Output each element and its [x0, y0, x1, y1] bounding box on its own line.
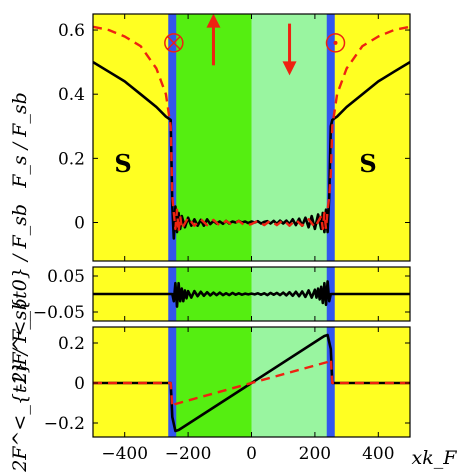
interface-bar — [168, 327, 177, 437]
y-tick-label: 0.2 — [58, 334, 85, 354]
y-tick-label: 0.4 — [58, 85, 85, 105]
ylabel-top: F_s / F_sb — [9, 92, 31, 189]
ferromagnet-right-region — [251, 327, 331, 437]
panel-bottom — [93, 327, 410, 437]
y-tick-label: −0.2 — [44, 414, 85, 434]
x-tick-label: 400 — [362, 444, 394, 464]
ylabel-bottom: 2F^<_{t1} / F_sb — [9, 298, 31, 473]
series-dashed-line — [93, 25, 410, 234]
panel-top — [93, 14, 410, 261]
cross-mark — [167, 36, 181, 50]
spin-out-of-page-marker — [325, 33, 346, 53]
arrow-head — [206, 14, 221, 28]
panels: 0 0.2 0.4 0.6 −0.05 0.05 −0.2 0 0.2 −400 −200 0 200 4… — [33, 13, 411, 464]
interface-bar — [326, 327, 335, 437]
y-tick-label: 0.05 — [47, 267, 85, 287]
series-solid-line — [93, 280, 410, 308]
xlabel-bottom: xk_F — [412, 447, 458, 469]
x-tick-label: −200 — [165, 444, 212, 464]
region-label-s-right: S — [359, 149, 376, 178]
series-dashed-line — [93, 357, 410, 409]
spin-into-page-marker — [164, 33, 184, 53]
y-tick-label: 0 — [74, 374, 85, 394]
x-tick-label: 0 — [246, 444, 257, 464]
arrow-head — [282, 61, 297, 76]
ferromagnet-left-region — [172, 327, 252, 437]
y-tick-label: −0.05 — [33, 303, 85, 323]
region-label-s-left: S — [114, 149, 131, 178]
x-tick-label: −400 — [101, 444, 148, 464]
y-tick-label: 0.2 — [58, 149, 85, 169]
x-tick-label: 200 — [299, 444, 331, 464]
dot-mark — [333, 40, 338, 45]
y-tick-label: 0.6 — [58, 21, 85, 41]
panel-middle — [93, 267, 410, 321]
y-tick-label: 0 — [74, 214, 85, 234]
ylabel-middle: -2iF^<_{t0} / F_sb — [9, 204, 31, 390]
